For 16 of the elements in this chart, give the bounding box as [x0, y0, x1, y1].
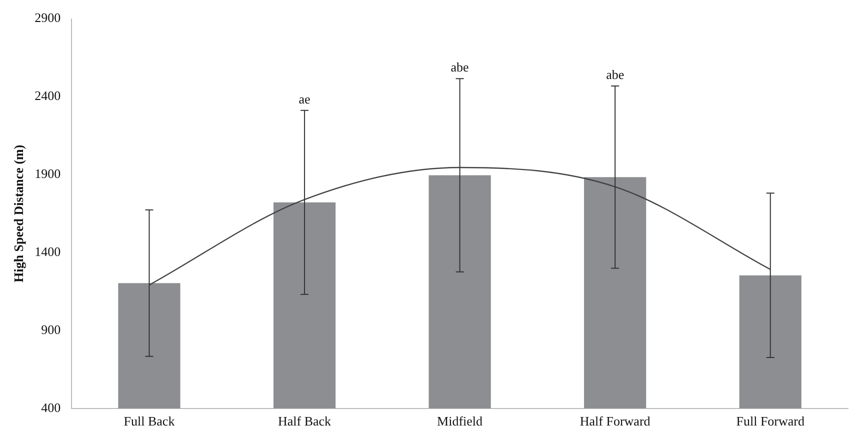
y-tick-label: 1900 [34, 166, 61, 182]
y-tick-label: 400 [41, 400, 61, 415]
x-tick-label: Full Back [124, 414, 176, 429]
annotation: abe [606, 66, 624, 82]
y-axis-title: High Speed Distance (m) [11, 144, 26, 282]
x-tick-label: Midfield [437, 414, 484, 429]
x-tick-label: Half Forward [580, 414, 651, 429]
x-tick-label: Full Forward [736, 414, 805, 429]
x-tick-label: Half Back [278, 414, 332, 429]
y-tick-label: 1400 [34, 244, 61, 259]
annotation: ae [298, 91, 311, 106]
line-series [148, 166, 771, 286]
y-tick-label: 2900 [34, 10, 61, 26]
y-tick-label: 900 [41, 322, 61, 337]
y-tick-label: 2400 [34, 88, 61, 104]
annotation: abe [450, 60, 470, 75]
